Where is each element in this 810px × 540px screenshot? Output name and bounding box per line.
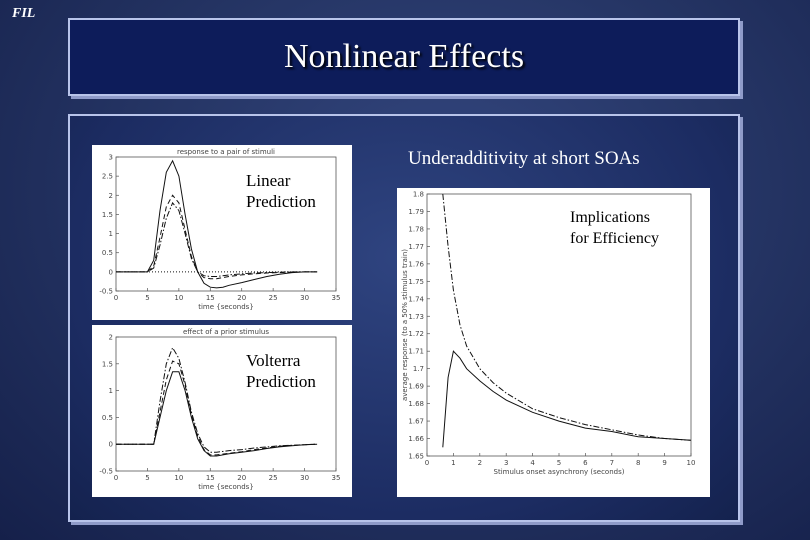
x-axis-label: time {seconds} — [198, 303, 254, 311]
y-tick-label: 1.75 — [408, 278, 424, 286]
volterra-prediction-label-line1: Volterra — [246, 351, 301, 370]
x-tick-label: 0 — [114, 474, 118, 482]
y-tick-label: 1.5 — [102, 360, 113, 368]
right-heading: Underadditivity at short SOAs — [408, 148, 640, 169]
x-tick-label: 5 — [145, 294, 149, 302]
y-axis-label: average response (to a 50% stimulus trai… — [401, 249, 409, 401]
slide-title: Nonlinear Effects — [283, 38, 525, 75]
y-tick-label: 1.71 — [408, 348, 424, 356]
y-tick-label: 0.5 — [102, 414, 113, 422]
plot-frame — [115, 156, 337, 292]
y-tick-label: 0 — [109, 268, 113, 276]
efficiency-label-line1: Implications — [570, 209, 650, 226]
y-tick-label: 1.78 — [408, 225, 424, 233]
series-line-0 — [116, 371, 318, 457]
x-tick-label: 6 — [583, 459, 588, 467]
y-tick-label: 1.79 — [408, 208, 424, 216]
y-tick-label: 1.73 — [408, 313, 424, 321]
y-tick-label: 0 — [109, 441, 113, 449]
x-tick-label: 10 — [687, 459, 696, 467]
x-tick-label: 7 — [610, 459, 614, 467]
y-tick-label: 1.8 — [413, 191, 424, 199]
volterra-prediction-panel: effect of a prior stimulus 0 5 10 15 20 25 30 35… — [92, 325, 352, 497]
y-tick-label: 1.77 — [408, 243, 424, 251]
x-tick-label: 10 — [174, 474, 183, 482]
x-tick-label: 5 — [557, 459, 561, 467]
volterra-prediction-label-line2: Prediction — [246, 372, 316, 391]
y-tick-label: 2 — [109, 192, 113, 200]
series-line-0 — [116, 159, 318, 289]
x-tick-label: 5 — [145, 474, 149, 482]
x-axis-label: time {seconds} — [198, 483, 254, 491]
soa-panel: 0 1 2 3 4 5 6 7 8 9 10 1.65 1.66 1.67 1.68 1.69 1.7 1.71 1… — [397, 188, 710, 497]
series-line-2 — [116, 201, 318, 277]
x-tick-label: 35 — [332, 294, 341, 302]
y-tick-label: 2 — [109, 334, 113, 342]
x-tick-label: 2 — [478, 459, 482, 467]
linear-prediction-label: Linear Prediction — [246, 170, 316, 212]
efficiency-label-line2: for Efficiency — [570, 230, 659, 247]
x-tick-label: 0 — [425, 459, 429, 467]
x-tick-label: 10 — [174, 294, 183, 302]
y-tick-label: 3 — [109, 154, 113, 162]
series-line-0 — [442, 193, 692, 441]
x-tick-label: 3 — [504, 459, 508, 467]
x-tick-label: 9 — [662, 459, 666, 467]
y-tick-label: 1.68 — [408, 400, 424, 408]
x-tick-label: 30 — [300, 474, 309, 482]
chart-title: response to a pair of stimuli — [177, 148, 275, 156]
x-tick-label: 20 — [237, 474, 246, 482]
y-tick-label: 1.66 — [408, 435, 424, 443]
y-tick-label: -0.5 — [99, 288, 113, 296]
y-tick-label: 1.5 — [102, 211, 113, 219]
series-line-1 — [116, 360, 318, 456]
y-tick-label: -0.5 — [99, 468, 113, 476]
x-tick-label: 25 — [269, 474, 278, 482]
y-tick-label: 1 — [109, 387, 113, 395]
y-tick-label: 0.5 — [102, 249, 113, 257]
y-tick-label: 1.7 — [413, 365, 424, 373]
linear-prediction-label-line2: Prediction — [246, 192, 316, 211]
fil-logo: FIL — [12, 6, 36, 21]
y-tick-label: 1.69 — [408, 383, 424, 391]
title-box: Nonlinear Effects — [68, 18, 740, 96]
x-tick-label: 25 — [269, 294, 278, 302]
efficiency-label: Implications for Efficiency — [570, 207, 659, 249]
x-tick-label: 4 — [530, 459, 535, 467]
x-axis-label: Stimulus onset asynchrony (seconds) — [494, 468, 625, 476]
x-tick-label: 35 — [332, 474, 341, 482]
x-tick-label: 15 — [206, 474, 215, 482]
y-tick-label: 2.5 — [102, 173, 113, 181]
x-tick-label: 8 — [636, 459, 640, 467]
series-line-2 — [116, 346, 318, 453]
y-tick-label: 1.67 — [408, 418, 424, 426]
linear-prediction-panel: response to a pair of stimuli 0 5 10 15 20 25 3… — [92, 145, 352, 320]
x-tick-label: 1 — [451, 459, 455, 467]
volterra-prediction-label: Volterra Prediction — [246, 350, 316, 392]
series-line-1 — [442, 350, 692, 448]
y-tick-label: 1.76 — [408, 260, 424, 268]
x-tick-label: 20 — [237, 294, 246, 302]
plot-frame — [115, 336, 337, 472]
x-tick-label: 30 — [300, 294, 309, 302]
x-tick-label: 0 — [114, 294, 118, 302]
chart-title: effect of a prior stimulus — [183, 328, 269, 336]
y-tick-label: 1.72 — [408, 330, 424, 338]
linear-prediction-label-line1: Linear — [246, 171, 291, 190]
y-tick-label: 1.65 — [408, 453, 424, 461]
y-tick-label: 1 — [109, 230, 113, 238]
y-tick-label: 1.74 — [408, 295, 424, 303]
x-tick-label: 15 — [206, 294, 215, 302]
soa-chart: 0 1 2 3 4 5 6 7 8 9 10 1.65 1.66 1.67 1.68 1.69 1.7 1.71 1… — [401, 191, 696, 477]
